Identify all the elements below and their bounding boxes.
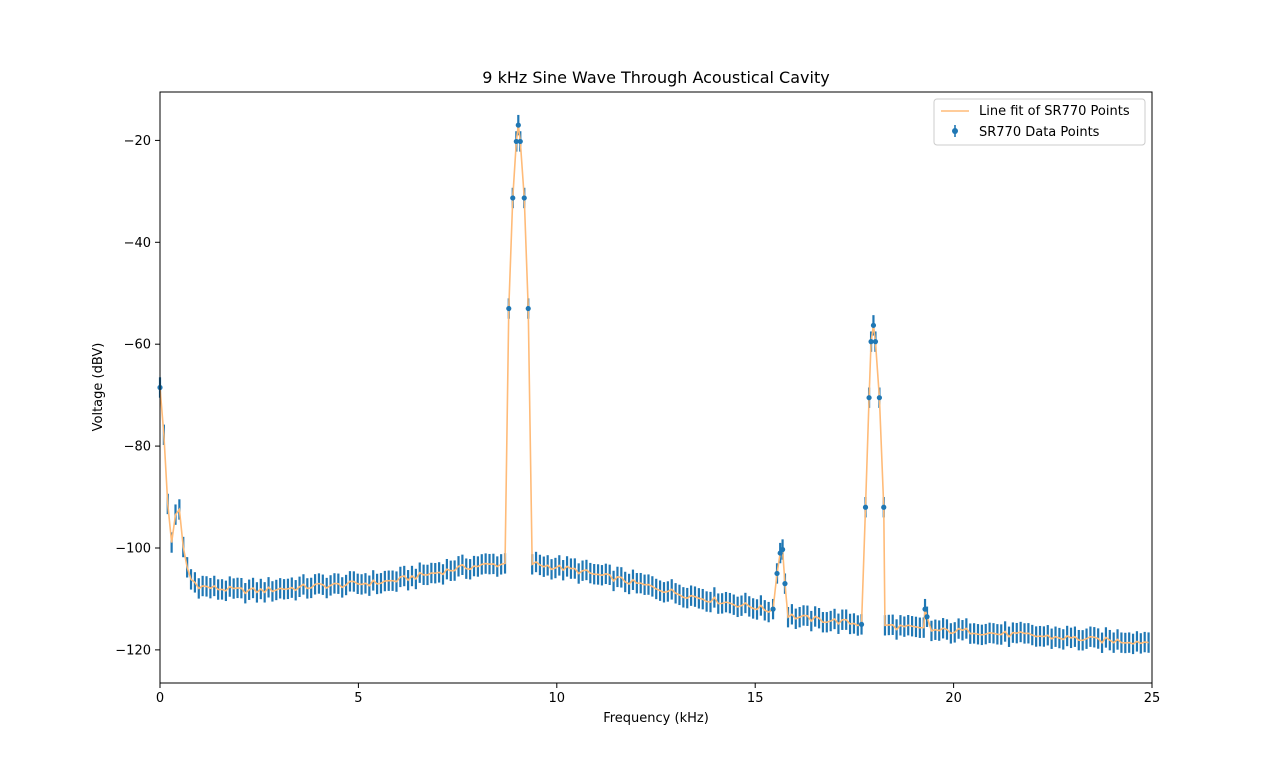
data-point — [779, 546, 786, 553]
data-point — [506, 305, 512, 312]
legend-data-point-marker — [952, 128, 958, 134]
data-point — [876, 395, 883, 401]
x-tick-label: 0 — [156, 691, 164, 706]
data-point — [858, 621, 865, 628]
y-axis: −20 −40 −60 −80 −100 −120 — [115, 134, 160, 658]
data-point — [770, 606, 776, 612]
legend-fit-line-label: Line fit of SR770 Points — [979, 104, 1130, 119]
legend: Line fit of SR770 Points SR770 Data Poin… — [933, 98, 1146, 146]
data-point — [521, 195, 527, 201]
y-tick-label: −60 — [124, 338, 151, 353]
y-tick-label: −100 — [115, 541, 151, 556]
data-point — [868, 339, 874, 345]
data-point — [782, 581, 788, 587]
x-tick-label: 10 — [549, 691, 566, 706]
plot-area — [157, 114, 1150, 655]
x-tick-label: 20 — [945, 691, 962, 706]
data-point — [866, 395, 872, 401]
legend-box — [933, 98, 1146, 146]
chart-title: 9 kHz Sine Wave Through Acoustical Cavit… — [482, 68, 829, 87]
data-point — [870, 322, 877, 328]
legend-data-points-label: SR770 Data Points — [979, 125, 1100, 140]
fit-line-group — [159, 125, 1149, 645]
x-axis: 0 5 10 15 20 25 — [156, 683, 1160, 706]
y-axis-label: Voltage (dBV) — [91, 343, 106, 432]
fit-line — [159, 125, 1149, 645]
data-point — [774, 570, 780, 577]
plot-frame — [159, 91, 1153, 684]
data-point — [510, 195, 516, 201]
x-tick-label: 5 — [354, 691, 362, 706]
y-tick-label: −20 — [124, 134, 151, 149]
data-point — [862, 504, 869, 510]
x-axis-label: Frequency (kHz) — [603, 711, 709, 726]
data-point — [513, 138, 519, 145]
data-point — [924, 614, 930, 620]
y-tick-label: −120 — [115, 643, 151, 658]
data-point — [517, 138, 523, 145]
y-tick-label: −80 — [124, 440, 151, 455]
data-point — [922, 606, 928, 612]
x-tick-label: 15 — [747, 691, 764, 706]
x-tick-label: 25 — [1144, 691, 1161, 706]
data-point — [881, 504, 887, 510]
data-point — [872, 339, 879, 345]
data-point — [525, 305, 531, 312]
data-point-group — [157, 122, 930, 628]
data-point — [515, 122, 521, 128]
y-tick-label: −40 — [124, 236, 151, 251]
